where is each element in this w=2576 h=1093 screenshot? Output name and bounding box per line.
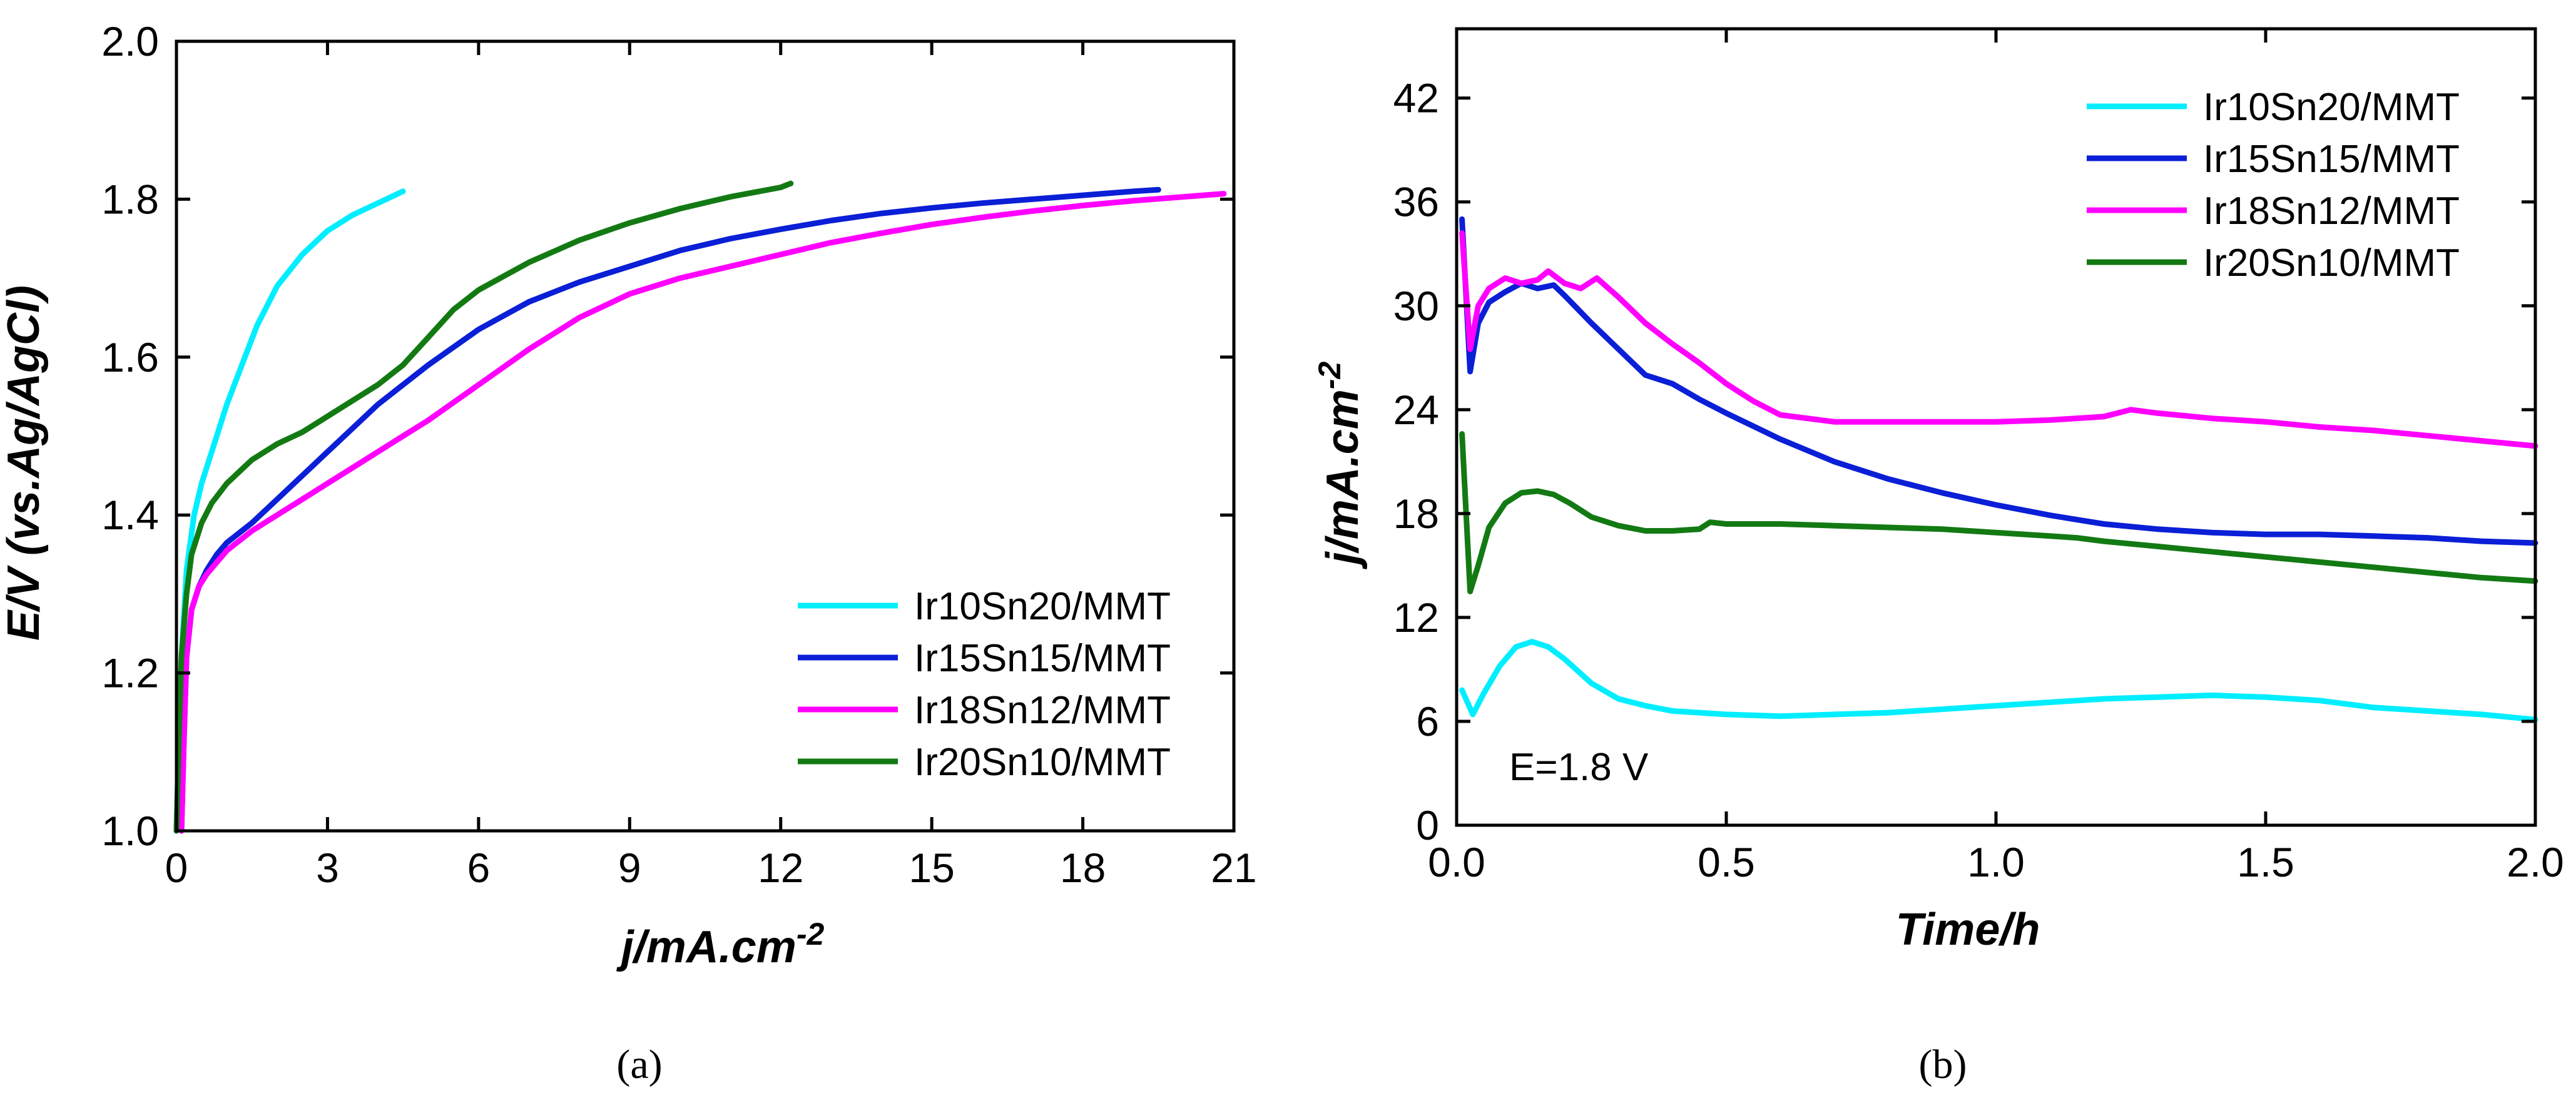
series-line-b-3: [1459, 431, 2538, 594]
legend-label-b-1: Ir15Sn15/MMT: [2203, 138, 2460, 181]
legend-label-a-0: Ir10Sn20/MMT: [914, 585, 1171, 628]
y-tick-label-a-2: 1.4: [101, 492, 159, 538]
x-tick-label-a-3: 9: [618, 845, 641, 891]
panel-a: 0 3 6 9 12 15 18 21 1.0 1.2 1.4 1.6 1.8 2.0 Ir10Sn20/M…: [0, 18, 1257, 1087]
legend-label-a-1: Ir15Sn15/MMT: [914, 637, 1171, 680]
y-tick-label-b-1: 6: [1416, 698, 1439, 745]
plot-area-a: 0 3 6 9 12 15 18 21 1.0 1.2 1.4 1.6 1.8 2.0 Ir10Sn20/M…: [101, 18, 1256, 891]
y-tick-label-b-7: 42: [1393, 75, 1439, 121]
x-tick-label-b-1: 0.5: [1698, 839, 1755, 885]
y-axis-title-b: j/mA.cm-2: [1312, 362, 1368, 570]
legend-label-a-3: Ir20Sn10/MMT: [914, 741, 1171, 784]
legend-label-b-0: Ir10Sn20/MMT: [2203, 86, 2460, 129]
plot-area-b: 0.0 0.5 1.0 1.5 2.0 0 6 12 18 24 30 36 42 Ir10Sn20/MM…: [1393, 27, 2564, 885]
x-tick-label-a-5: 15: [909, 845, 954, 891]
y-tick-label-b-6: 36: [1393, 179, 1439, 225]
x-tick-label-b-2: 1.0: [1967, 839, 2025, 885]
y-tick-label-b-0: 0: [1416, 802, 1439, 848]
y-tick-label-b-5: 30: [1393, 283, 1439, 329]
x-tick-label-a-2: 6: [467, 845, 490, 891]
series-line-b-0: [1459, 639, 2538, 723]
legend-label-a-2: Ir18Sn12/MMT: [914, 689, 1171, 732]
y-tick-label-a-1: 1.2: [101, 650, 159, 696]
x-tick-label-b-0: 0.0: [1428, 839, 1485, 885]
series-line-a-2: [178, 191, 1227, 834]
x-tick-label-a-1: 3: [316, 845, 339, 891]
y-axis-title-a: E/V (vs.Ag/AgCl): [0, 285, 49, 641]
x-axis-title-b: Time/h: [1896, 905, 2040, 955]
panel-caption-b: (b): [1919, 1042, 1967, 1087]
y-tick-label-b-3: 18: [1393, 491, 1439, 537]
series-line-a-1: [178, 186, 1161, 834]
y-tick-label-b-2: 12: [1393, 594, 1439, 641]
x-tick-label-a-4: 12: [758, 845, 803, 891]
y-tick-label-a-3: 1.6: [101, 334, 159, 380]
x-tick-label-b-4: 2.0: [2507, 839, 2564, 885]
x-tick-label-b-3: 1.5: [2237, 839, 2294, 885]
x-axis-title-a: j/mA.cm-2: [616, 917, 825, 972]
legend-label-b-3: Ir20Sn10/MMT: [2203, 241, 2460, 285]
y-tick-label-a-4: 1.8: [101, 176, 159, 222]
x-tick-label-a-7: 21: [1211, 845, 1256, 891]
y-tick-label-b-4: 24: [1393, 387, 1439, 433]
x-tick-label-a-6: 18: [1060, 845, 1106, 891]
potential-annotation: E=1.8 V: [1509, 746, 1649, 789]
panel-b: 0.0 0.5 1.0 1.5 2.0 0 6 12 18 24 30 36 42 Ir10Sn20/MM…: [1312, 27, 2564, 1087]
x-axis-title-a-superscript: -2: [797, 917, 825, 952]
x-tick-label-a-0: 0: [165, 845, 188, 891]
legend-label-b-2: Ir18Sn12/MMT: [2203, 190, 2460, 233]
plot-frame-a: [175, 39, 1236, 833]
y-tick-label-a-5: 2.0: [101, 18, 159, 64]
y-tick-label-a-0: 1.0: [101, 808, 159, 854]
y-axis-title-b-superscript: -2: [1312, 362, 1347, 390]
series-line-b-2: [1459, 230, 2538, 449]
panel-caption-a: (a): [616, 1042, 662, 1087]
series-line-a-3: [173, 180, 794, 834]
